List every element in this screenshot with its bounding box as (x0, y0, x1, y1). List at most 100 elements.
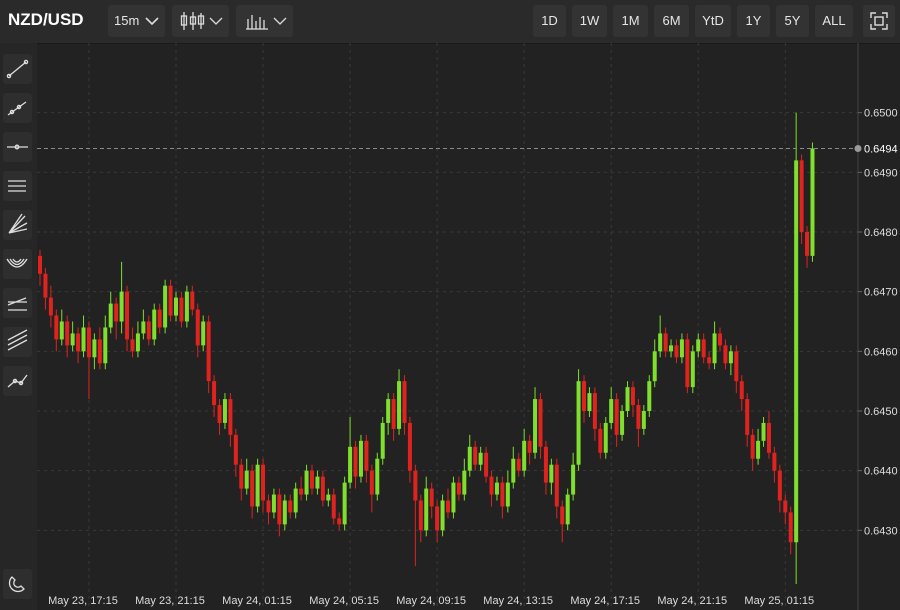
tool-trendline[interactable] (3, 54, 32, 84)
candle-body (592, 393, 597, 429)
candle-body (195, 309, 200, 346)
range-button[interactable]: YtD (695, 5, 731, 37)
candle-body (190, 291, 195, 310)
tool-channel[interactable] (3, 171, 32, 201)
candle-body (320, 476, 325, 501)
candle-body (728, 351, 733, 364)
range-button[interactable]: ALL (815, 5, 853, 37)
candle-body (658, 333, 663, 352)
tool-hline[interactable] (3, 132, 32, 162)
candle-body (266, 500, 271, 513)
candle-body (130, 339, 135, 352)
tool-magnet[interactable] (3, 569, 32, 599)
candle-body (233, 434, 238, 465)
candle-body (326, 494, 331, 501)
candle-body (533, 399, 538, 453)
candle-body (59, 321, 64, 340)
candle-body (478, 452, 483, 465)
candle-body (315, 476, 320, 489)
x-tick-label: May 25, 01:15 (744, 595, 814, 607)
candle-body (255, 464, 260, 507)
tool-path[interactable] (3, 366, 32, 396)
candle-body (630, 387, 635, 406)
candle-body (799, 160, 804, 232)
candle-body (647, 381, 652, 411)
candle-body (386, 399, 391, 423)
candle-body (723, 345, 728, 364)
candle-body (734, 351, 739, 382)
last-price-dot (854, 144, 862, 152)
range-button[interactable]: 1M (613, 5, 648, 37)
chevron (145, 17, 159, 26)
candle-body (342, 482, 347, 525)
fullscreen-icon (870, 12, 888, 30)
candle-body (168, 285, 173, 316)
candle-body (641, 411, 646, 429)
candle-body (250, 470, 255, 507)
candle-body (576, 381, 581, 465)
candle-body (690, 351, 695, 388)
candle-body (54, 315, 59, 340)
candle-body (571, 464, 576, 495)
candle-body (500, 482, 505, 507)
candle-body (429, 488, 434, 507)
candle-body (772, 452, 777, 471)
candle-body (418, 500, 423, 531)
candle-body (244, 470, 249, 489)
candle-body (119, 291, 124, 322)
candle-body (761, 422, 766, 441)
candle-body (435, 506, 440, 531)
candle-body (522, 440, 527, 471)
tool-ray[interactable] (3, 93, 32, 123)
x-tick-label: May 24, 01:15 (222, 595, 292, 607)
candle-body (125, 291, 130, 340)
candle-body (783, 500, 788, 513)
range-button[interactable]: 5Y (776, 5, 809, 37)
chart-type-select[interactable] (172, 5, 229, 37)
candle-body (636, 405, 641, 429)
tool-arc[interactable] (3, 249, 32, 279)
candle-body (271, 494, 276, 513)
y-tick-label: 0.6490 (864, 167, 898, 179)
candle-body (685, 339, 690, 388)
candle-body (353, 446, 358, 477)
tool-column (0, 43, 37, 610)
range-button[interactable]: 1Y (737, 5, 770, 37)
indicator-select[interactable] (236, 5, 293, 37)
x-tick-label: May 24, 09:15 (396, 595, 466, 607)
candle-body (222, 399, 227, 423)
candle-body (86, 327, 91, 358)
tool-levels[interactable] (3, 288, 32, 318)
candle-body (462, 470, 467, 495)
candle-body (397, 381, 402, 429)
candle-body (407, 422, 412, 471)
y-tick-label: 0.6500 (864, 108, 898, 120)
candle-body (310, 470, 314, 489)
candle-body (70, 333, 75, 346)
candle-body (560, 506, 565, 525)
candle-body (141, 321, 146, 334)
range-button[interactable]: 6M (654, 5, 689, 37)
candle-body (81, 327, 86, 352)
candle-body (538, 399, 543, 447)
interval-select[interactable]: 15m (108, 5, 165, 37)
candle-body (212, 381, 217, 406)
candle-body (135, 333, 140, 352)
last-price-label: 0.6494 (864, 143, 898, 155)
candle-body (375, 458, 380, 495)
candle-body (380, 422, 385, 459)
range-button[interactable]: 1D (533, 5, 566, 37)
tool-fan[interactable] (3, 210, 32, 240)
candle-body (114, 303, 119, 322)
fullscreen-button[interactable] (863, 5, 895, 37)
tool-parallel[interactable] (3, 327, 32, 357)
candle-body (413, 470, 418, 501)
candle-body (609, 399, 614, 423)
candle-body (282, 500, 287, 525)
candle-body (38, 255, 42, 274)
range-button[interactable]: 1W (572, 5, 607, 37)
candle-body (163, 285, 168, 328)
candle-body (92, 339, 97, 358)
candle-body (331, 494, 336, 519)
interval: 15m (114, 13, 140, 28)
